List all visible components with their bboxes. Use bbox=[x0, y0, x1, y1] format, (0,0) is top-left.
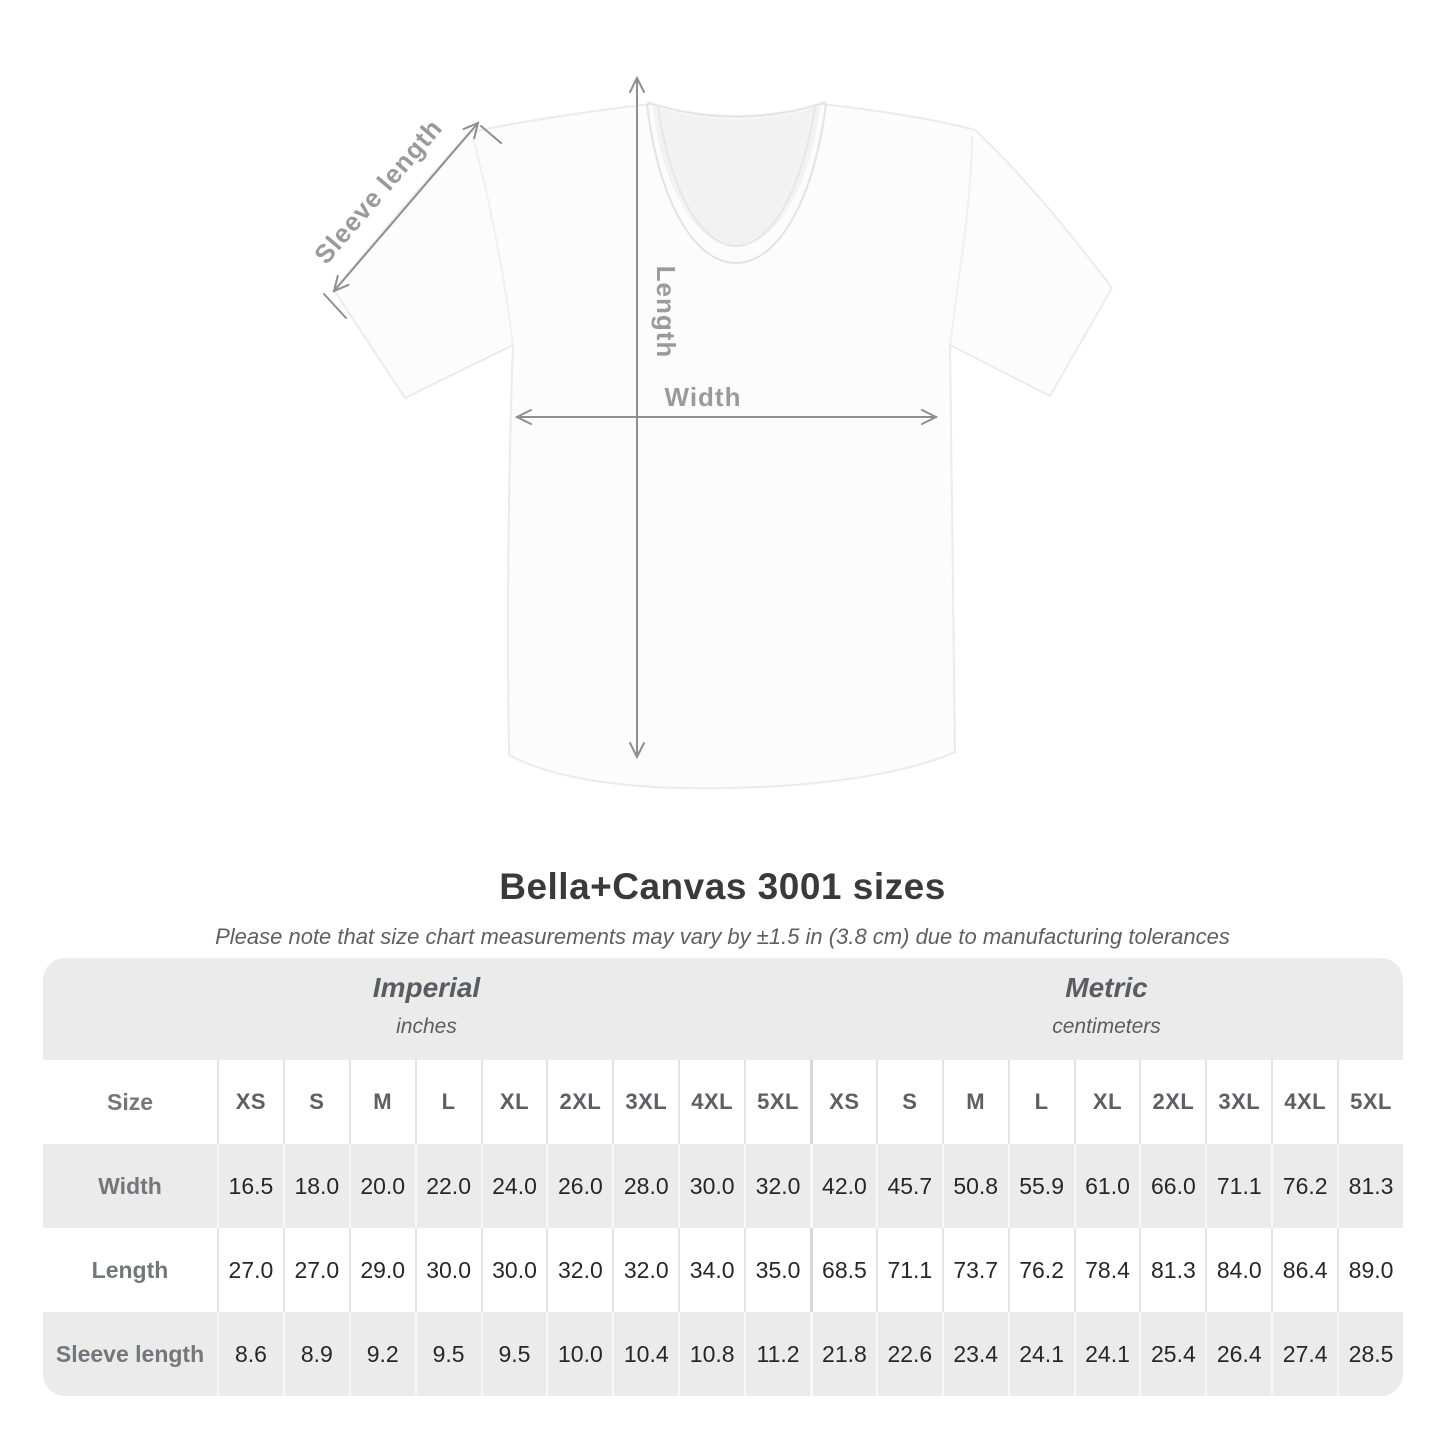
measurement-cell: 8.9 bbox=[282, 1312, 349, 1396]
imperial-label: Imperial bbox=[372, 972, 481, 1003]
tshirt-diagram-svg: Sleeve length Length Width bbox=[308, 75, 1113, 790]
measurement-cell: 61.0 bbox=[1073, 1144, 1140, 1228]
neck-opening bbox=[653, 106, 820, 246]
tolerance-note: Please note that size chart measurements… bbox=[215, 924, 1230, 949]
measurement-cell: 11.2 bbox=[744, 1312, 810, 1396]
page-title: Bella+Canvas 3001 sizes bbox=[499, 866, 946, 907]
size-header-cell: XL bbox=[1073, 1060, 1140, 1144]
measurement-cell: 84.0 bbox=[1205, 1228, 1272, 1312]
size-header-cell: 4XL bbox=[678, 1060, 745, 1144]
measurement-cell: 45.7 bbox=[875, 1144, 942, 1228]
measurement-cell: 9.2 bbox=[348, 1312, 415, 1396]
measurement-cell: 24.1 bbox=[1073, 1312, 1140, 1396]
metric-group-header: Metric centimeters bbox=[810, 958, 1403, 1060]
tshirt-graphic bbox=[333, 101, 1113, 790]
measurement-cell: 81.3 bbox=[1337, 1144, 1403, 1228]
measurement-cell: 24.1 bbox=[1007, 1312, 1074, 1396]
sleeve-length-arrow bbox=[323, 121, 502, 319]
measurement-cell: 71.1 bbox=[1205, 1144, 1272, 1228]
size-header-cell: 3XL bbox=[612, 1060, 679, 1144]
measurement-cell: 27.0 bbox=[282, 1228, 349, 1312]
measurement-cell: 16.5 bbox=[217, 1144, 283, 1228]
size-header-cell: 5XL bbox=[1337, 1060, 1403, 1144]
length-label: Length bbox=[651, 266, 681, 359]
measurement-cell: 42.0 bbox=[809, 1144, 876, 1228]
inches-label: inches bbox=[396, 1015, 457, 1038]
size-table: Imperial inches Metric centimeters Size X… bbox=[43, 958, 1403, 1396]
size-header-cell: L bbox=[1007, 1060, 1074, 1144]
measurement-cell: 27.4 bbox=[1271, 1312, 1338, 1396]
measurement-cell: 20.0 bbox=[348, 1144, 415, 1228]
measurement-cell: 32.0 bbox=[612, 1228, 679, 1312]
size-header-cell: XL bbox=[480, 1060, 547, 1144]
measurement-cell: 23.4 bbox=[941, 1312, 1008, 1396]
row-label: Sleeve length bbox=[43, 1312, 217, 1396]
size-header-cell: 4XL bbox=[1271, 1060, 1338, 1144]
row-label: Length bbox=[43, 1228, 217, 1312]
measurement-cell: 68.5 bbox=[809, 1228, 876, 1312]
metric-label: Metric bbox=[1065, 972, 1148, 1003]
measurement-cell: 86.4 bbox=[1271, 1228, 1338, 1312]
size-header-cell: 2XL bbox=[1139, 1060, 1206, 1144]
measurement-cell: 24.0 bbox=[480, 1144, 547, 1228]
measurement-cell: 30.0 bbox=[414, 1228, 481, 1312]
measurement-cell: 21.8 bbox=[809, 1312, 876, 1396]
imperial-group-header: Imperial inches bbox=[43, 958, 810, 1060]
tshirt-measurement-diagram: Sleeve length Length Width bbox=[308, 75, 1113, 790]
size-header-cell: 2XL bbox=[546, 1060, 613, 1144]
size-column-header: Size bbox=[43, 1060, 217, 1144]
measurement-cell: 50.8 bbox=[941, 1144, 1008, 1228]
size-header-cell: L bbox=[414, 1060, 481, 1144]
measurement-cell: 18.0 bbox=[282, 1144, 349, 1228]
measurement-cell: 66.0 bbox=[1139, 1144, 1206, 1228]
measurement-cell: 9.5 bbox=[414, 1312, 481, 1396]
unit-header-band: Imperial inches Metric centimeters bbox=[43, 958, 1403, 1060]
measurement-cell: 71.1 bbox=[875, 1228, 942, 1312]
measurement-cell: 76.2 bbox=[1007, 1228, 1074, 1312]
size-grid: Size XS S M L XL 2XL 3XL 4XL 5XL XS S M L XL 2XL 3XL 4XL 5… bbox=[43, 1060, 1403, 1396]
size-header-cell: M bbox=[941, 1060, 1008, 1144]
measurement-cell: 30.0 bbox=[678, 1144, 745, 1228]
measurement-cell: 32.0 bbox=[546, 1228, 613, 1312]
measurement-cell: 10.4 bbox=[612, 1312, 679, 1396]
measurement-cell: 32.0 bbox=[744, 1144, 810, 1228]
size-header-cell: M bbox=[348, 1060, 415, 1144]
width-arrow bbox=[514, 409, 939, 425]
row-label: Width bbox=[43, 1144, 217, 1228]
measurement-cell: 78.4 bbox=[1073, 1228, 1140, 1312]
measurement-cell: 27.0 bbox=[217, 1228, 283, 1312]
measurement-cell: 30.0 bbox=[480, 1228, 547, 1312]
measurement-cell: 73.7 bbox=[941, 1228, 1008, 1312]
measurement-cell: 34.0 bbox=[678, 1228, 745, 1312]
measurement-cell: 9.5 bbox=[480, 1312, 547, 1396]
measurement-cell: 10.0 bbox=[546, 1312, 613, 1396]
size-header-cell: XS bbox=[217, 1060, 283, 1144]
measurement-cell: 29.0 bbox=[348, 1228, 415, 1312]
measurement-cell: 76.2 bbox=[1271, 1144, 1338, 1228]
size-header-cell: S bbox=[282, 1060, 349, 1144]
measurement-cell: 55.9 bbox=[1007, 1144, 1074, 1228]
measurement-cell: 28.0 bbox=[612, 1144, 679, 1228]
measurement-cell: 26.4 bbox=[1205, 1312, 1272, 1396]
measurement-cell: 10.8 bbox=[678, 1312, 745, 1396]
size-header-cell: XS bbox=[809, 1060, 876, 1144]
size-header-cell: 3XL bbox=[1205, 1060, 1272, 1144]
measurement-cell: 8.6 bbox=[217, 1312, 283, 1396]
measurement-cell: 81.3 bbox=[1139, 1228, 1206, 1312]
measurement-cell: 89.0 bbox=[1337, 1228, 1403, 1312]
measurement-cell: 28.5 bbox=[1337, 1312, 1403, 1396]
measurement-cell: 26.0 bbox=[546, 1144, 613, 1228]
centimeters-label: centimeters bbox=[1052, 1015, 1161, 1038]
measurement-cell: 25.4 bbox=[1139, 1312, 1206, 1396]
measurement-cell: 35.0 bbox=[744, 1228, 810, 1312]
size-header-cell: 5XL bbox=[744, 1060, 810, 1144]
size-header-cell: S bbox=[875, 1060, 942, 1144]
measurement-cell: 22.0 bbox=[414, 1144, 481, 1228]
width-label: Width bbox=[665, 382, 742, 412]
measurement-cell: 22.6 bbox=[875, 1312, 942, 1396]
